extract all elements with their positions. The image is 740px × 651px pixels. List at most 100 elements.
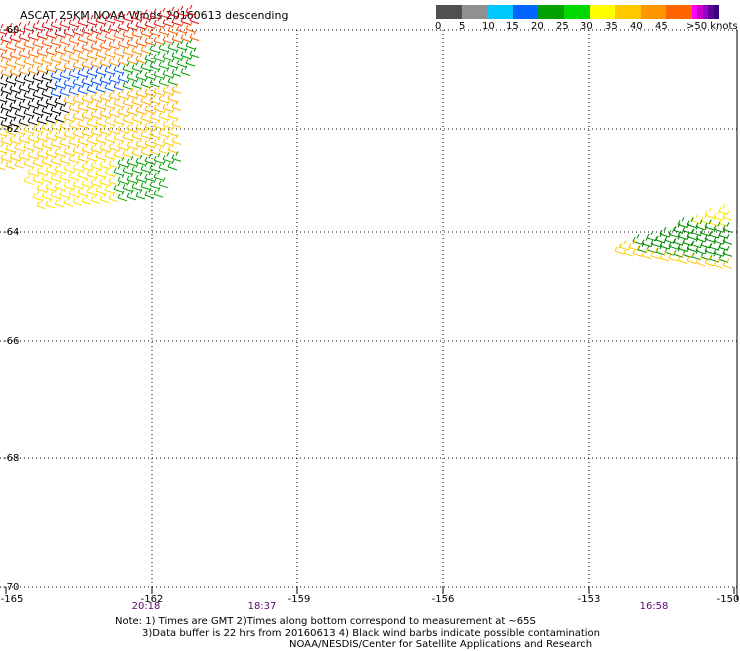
wind-barb: [153, 84, 164, 96]
colorbar-segment: [487, 5, 513, 19]
wind-barb: [171, 134, 182, 145]
colorbar-segment: [666, 5, 692, 19]
wind-barb: [176, 5, 187, 17]
wind-barb: [27, 46, 38, 58]
wind-barb: [167, 6, 178, 18]
wind-barb: [86, 167, 97, 179]
wind-barb: [14, 123, 25, 135]
wind-barb: [72, 25, 83, 36]
wind-barb: [23, 89, 34, 100]
wind-barb: [77, 168, 88, 180]
lat-label: -66: [3, 336, 20, 347]
wind-barb: [36, 45, 47, 57]
wind-barb: [18, 47, 29, 59]
wind-barb: [36, 181, 47, 193]
wind-barb: [50, 120, 61, 132]
wind-barb: [158, 24, 169, 36]
wind-barb: [140, 26, 151, 38]
wind-barb: [50, 52, 61, 64]
wind-barb: [36, 96, 47, 108]
wind-barb: [45, 78, 56, 90]
wind-barb: [9, 150, 20, 162]
wind-barb: [59, 153, 70, 165]
colorbar-label: 35: [605, 21, 618, 32]
wind-barb: [86, 99, 97, 111]
wind-barb: [14, 21, 25, 33]
wind-barb: [27, 80, 38, 92]
wind-barb: [41, 121, 52, 132]
wind-barb: [162, 101, 173, 112]
wind-barb: [117, 54, 128, 66]
wind-barb: [113, 12, 124, 23]
wind-barb: [50, 103, 61, 115]
wind-barb: [72, 93, 83, 104]
wind-barb: [704, 207, 715, 219]
wind-barb: [135, 154, 146, 166]
wind-barb: [117, 173, 128, 185]
wind-barb: [126, 189, 137, 201]
wind-barb: [167, 142, 178, 154]
wind-barb: [86, 150, 97, 162]
wind-barb: [153, 186, 164, 198]
wind-barb: [153, 33, 164, 45]
wind-barb: [185, 21, 196, 33]
wind-barb: [95, 13, 106, 25]
wind-barb: [104, 63, 115, 75]
wind-barb: [90, 193, 101, 204]
colorbar-label: 45: [655, 21, 668, 32]
wind-barb: [27, 165, 38, 177]
credit-line: NOAA/NESDIS/Center for Satellite Applica…: [289, 639, 593, 650]
wind-barb: [59, 102, 70, 114]
wind-barb: [131, 112, 142, 123]
wind-barb: [59, 136, 70, 148]
wind-barb: [77, 185, 88, 197]
wind-barb: [0, 74, 7, 86]
wind-barb: [27, 148, 38, 160]
wind-barb: [32, 190, 43, 201]
wind-barb: [117, 190, 128, 202]
wind-barb: [81, 109, 92, 120]
wind-barb: [144, 102, 155, 114]
wind-barb: [59, 85, 70, 97]
colorbar-label: 40: [630, 21, 643, 32]
wind-barb: [135, 18, 146, 30]
wind-barb: [36, 198, 47, 210]
wind-barb: [131, 180, 142, 191]
wind-barb: [108, 72, 119, 84]
wind-barb: [189, 13, 200, 25]
wind-barb: [144, 170, 155, 182]
wind-barb: [63, 178, 74, 190]
wind-barb: [32, 88, 43, 99]
wind-barb: [59, 34, 70, 46]
wind-barb: [158, 41, 169, 53]
wind-barb: [90, 176, 101, 187]
lat-label: -64: [3, 227, 20, 238]
wind-barb: [5, 158, 16, 170]
wind-barb: [32, 37, 43, 48]
wind-barb: [54, 77, 65, 89]
wind-barb: [131, 61, 142, 72]
wind-barb: [99, 56, 110, 68]
wind-barb: [36, 113, 47, 125]
wind-barb: [704, 219, 715, 231]
wind-barb: [149, 42, 160, 54]
wind-barb: [623, 245, 634, 257]
wind-barb: [63, 110, 74, 122]
wind-barb: [68, 186, 79, 198]
wind-barb: [95, 64, 106, 76]
wind-barb: [641, 236, 652, 248]
wind-barb: [135, 69, 146, 81]
wind-barb: [0, 108, 7, 120]
graticule: [0, 29, 740, 588]
wind-barb: [108, 55, 119, 67]
wind-barb: [14, 38, 25, 50]
wind-barb: [104, 80, 115, 92]
wind-barb: [32, 105, 43, 116]
wind-barb: [713, 233, 724, 245]
wind-barb: [113, 46, 124, 57]
wind-barb: [14, 89, 25, 101]
wind-barb: [95, 132, 106, 144]
wind-barb: [144, 34, 155, 46]
wind-barb: [99, 39, 110, 51]
